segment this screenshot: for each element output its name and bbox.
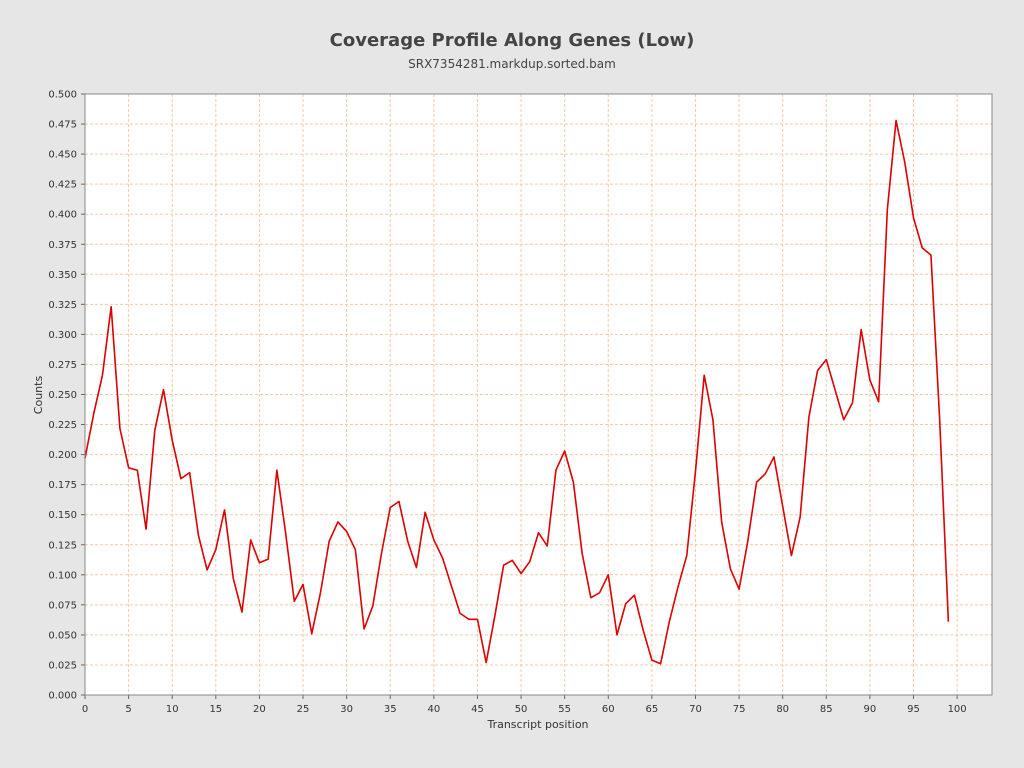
x-axis-label: Transcript position: [486, 718, 588, 731]
x-tick-label: 30: [340, 704, 353, 715]
y-tick-label: 0.175: [48, 480, 77, 491]
y-tick-label: 0.475: [48, 120, 77, 131]
x-tick-label: 75: [733, 704, 746, 715]
coverage-line: [84, 119, 950, 665]
y-tick-label: 0.250: [48, 390, 77, 401]
x-tick-label: 25: [297, 704, 310, 715]
x-tick-label: 50: [515, 704, 528, 715]
y-tick-label: 0.275: [48, 360, 77, 371]
x-tick-label: 0: [82, 704, 88, 715]
y-tick-label: 0.500: [48, 90, 77, 101]
x-tick-label: 45: [471, 704, 484, 715]
x-tick-label: 60: [602, 704, 615, 715]
grid: [85, 93, 992, 695]
x-tick-label: 100: [948, 704, 967, 715]
chart-subtitle: SRX7354281.markdup.sorted.bam: [408, 57, 616, 71]
y-tick-label: 0.075: [48, 600, 77, 611]
x-tick-label: 40: [427, 704, 440, 715]
x-tick-label: 15: [209, 704, 222, 715]
y-tick-label: 0.325: [48, 300, 77, 311]
y-tick-label: 0.100: [48, 570, 77, 581]
x-tick-label: 10: [166, 704, 179, 715]
x-tick-label: 35: [384, 704, 397, 715]
y-tick-label: 0.375: [48, 240, 77, 251]
chart-title: Coverage Profile Along Genes (Low): [329, 30, 695, 51]
x-tick-label: 55: [558, 704, 571, 715]
y-tick-label: 0.200: [48, 450, 77, 461]
x-tick-label: 20: [253, 704, 266, 715]
y-tick-label: 0.025: [48, 660, 77, 671]
series-layer: [84, 119, 950, 665]
x-tick-label: 95: [907, 704, 920, 715]
x-tick-label: 80: [776, 704, 789, 715]
y-tick-label: 0.150: [48, 510, 77, 521]
y-tick-label: 0.350: [48, 270, 77, 281]
x-tick-label: 70: [689, 704, 702, 715]
y-tick-label: 0.000: [48, 691, 77, 702]
y-tick-label: 0.225: [48, 420, 77, 431]
y-tick-label: 0.125: [48, 540, 77, 551]
x-tick-label: 65: [646, 704, 659, 715]
y-axis-label: Counts: [32, 376, 45, 415]
plot-border: [84, 93, 993, 696]
y-tick-label: 0.300: [48, 330, 77, 341]
x-tick-label: 5: [125, 704, 131, 715]
y-tick-label: 0.050: [48, 630, 77, 641]
x-tick-label: 85: [820, 704, 833, 715]
x-tick-label: 90: [864, 704, 877, 715]
y-tick-label: 0.400: [48, 210, 77, 221]
y-tick-label: 0.425: [48, 180, 77, 191]
y-tick-label: 0.450: [48, 150, 77, 161]
axes: 0 5 10 15 20 25 30 35 40 45 50 55 60 65 70 75 80 85 90 95 10…: [48, 90, 966, 716]
